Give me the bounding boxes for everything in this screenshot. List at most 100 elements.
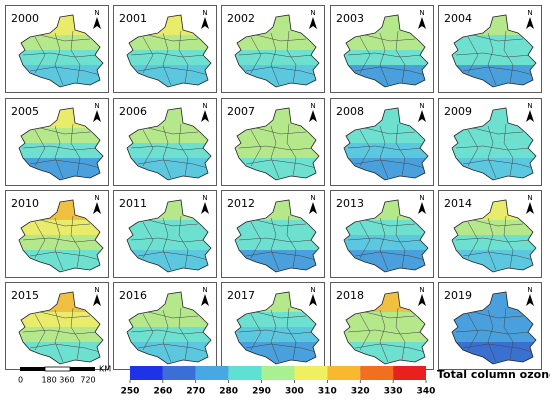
year-label: 2011	[119, 197, 147, 210]
north-arrow	[309, 110, 317, 122]
region-border	[250, 221, 262, 259]
region-border	[487, 125, 497, 179]
north-label: N	[94, 194, 99, 202]
region-border	[347, 145, 423, 151]
north-label: N	[310, 9, 315, 17]
region-border	[22, 329, 98, 335]
region-border	[245, 343, 317, 353]
scale-bar	[70, 367, 95, 371]
region-border	[364, 311, 416, 319]
north-label: N	[202, 9, 207, 17]
legend-cell	[228, 366, 262, 380]
region-border	[379, 125, 389, 179]
region-border	[359, 221, 371, 259]
year-label: 2017	[227, 289, 255, 302]
map-outline	[343, 14, 429, 88]
region-border	[39, 311, 91, 319]
region-border	[162, 125, 172, 179]
north-arrow	[526, 17, 534, 29]
north-arrow	[201, 294, 209, 306]
region-border	[29, 159, 101, 169]
region-border	[250, 313, 262, 351]
region-border	[34, 36, 46, 74]
region-border	[245, 66, 317, 76]
map-outline	[18, 107, 104, 181]
legend-cell	[162, 366, 196, 380]
north-label: N	[94, 102, 99, 110]
north-arrow	[309, 202, 317, 214]
year-label: 2016	[119, 289, 147, 302]
map-outline	[126, 14, 212, 88]
region-border	[54, 217, 64, 271]
map-outline	[451, 199, 537, 273]
region-border	[462, 343, 534, 353]
year-label: 2008	[336, 105, 364, 118]
north-arrow	[201, 110, 209, 122]
north-arrow	[309, 17, 317, 29]
legend-tick-label: 320	[351, 387, 370, 397]
map-outline	[18, 291, 104, 365]
region-border	[255, 34, 307, 42]
region-border	[455, 329, 531, 335]
map-panel: 2017 N	[221, 282, 325, 370]
region-border	[54, 309, 64, 363]
map-outline	[234, 291, 320, 365]
region-border	[467, 36, 479, 74]
region-border	[472, 34, 524, 42]
map-outline	[126, 199, 212, 273]
legend-tick-label: 340	[417, 387, 436, 397]
region-border	[142, 36, 154, 74]
map-outline	[451, 291, 537, 365]
map-panel: 2005 N	[5, 98, 109, 186]
legend-tick-label: 310	[318, 387, 337, 397]
scale-label: 720	[80, 376, 95, 385]
region-border	[354, 66, 426, 76]
north-label: N	[310, 194, 315, 202]
map-outline	[343, 291, 429, 365]
region-border	[250, 36, 262, 74]
year-label: 2005	[11, 105, 39, 118]
region-border	[137, 343, 209, 353]
region-border	[54, 32, 64, 86]
north-label: N	[202, 102, 207, 110]
north-arrow	[93, 110, 101, 122]
region-border	[130, 145, 206, 151]
region-border	[467, 221, 479, 259]
north-label: N	[310, 286, 315, 294]
year-label: 2000	[11, 12, 39, 25]
region-border	[354, 251, 426, 261]
map-panel: 2007 N	[221, 98, 325, 186]
region-border	[137, 159, 209, 169]
region-border	[22, 237, 98, 243]
map	[235, 200, 319, 272]
map-outline	[343, 107, 429, 181]
region-border	[255, 127, 307, 135]
north-arrow	[526, 202, 534, 214]
region-border	[130, 237, 206, 243]
year-label: 2001	[119, 12, 147, 25]
north-arrow	[418, 294, 426, 306]
north-label: N	[419, 102, 424, 110]
legend-tick-label: 250	[121, 387, 140, 397]
north-label: N	[202, 286, 207, 294]
map-outline	[126, 291, 212, 365]
region-border	[359, 129, 371, 167]
region-border	[34, 129, 46, 167]
map-panel: 2019 N	[438, 282, 542, 370]
north-label: N	[310, 102, 315, 110]
legend-tick-label: 300	[285, 387, 304, 397]
legend-tick-label: 270	[186, 387, 205, 397]
region-border	[270, 217, 280, 271]
north-arrow	[93, 202, 101, 214]
region-border	[347, 52, 423, 58]
map-panel: 2016 N	[113, 282, 217, 370]
north-label: N	[527, 9, 532, 17]
region-border	[34, 313, 46, 351]
map-panel: 2013 N	[330, 190, 434, 278]
legend-cell	[195, 366, 229, 380]
map-outline	[126, 107, 212, 181]
region-border	[245, 251, 317, 261]
year-label: 2003	[336, 12, 364, 25]
scale-label: 180 360	[41, 376, 74, 385]
north-arrow	[201, 17, 209, 29]
